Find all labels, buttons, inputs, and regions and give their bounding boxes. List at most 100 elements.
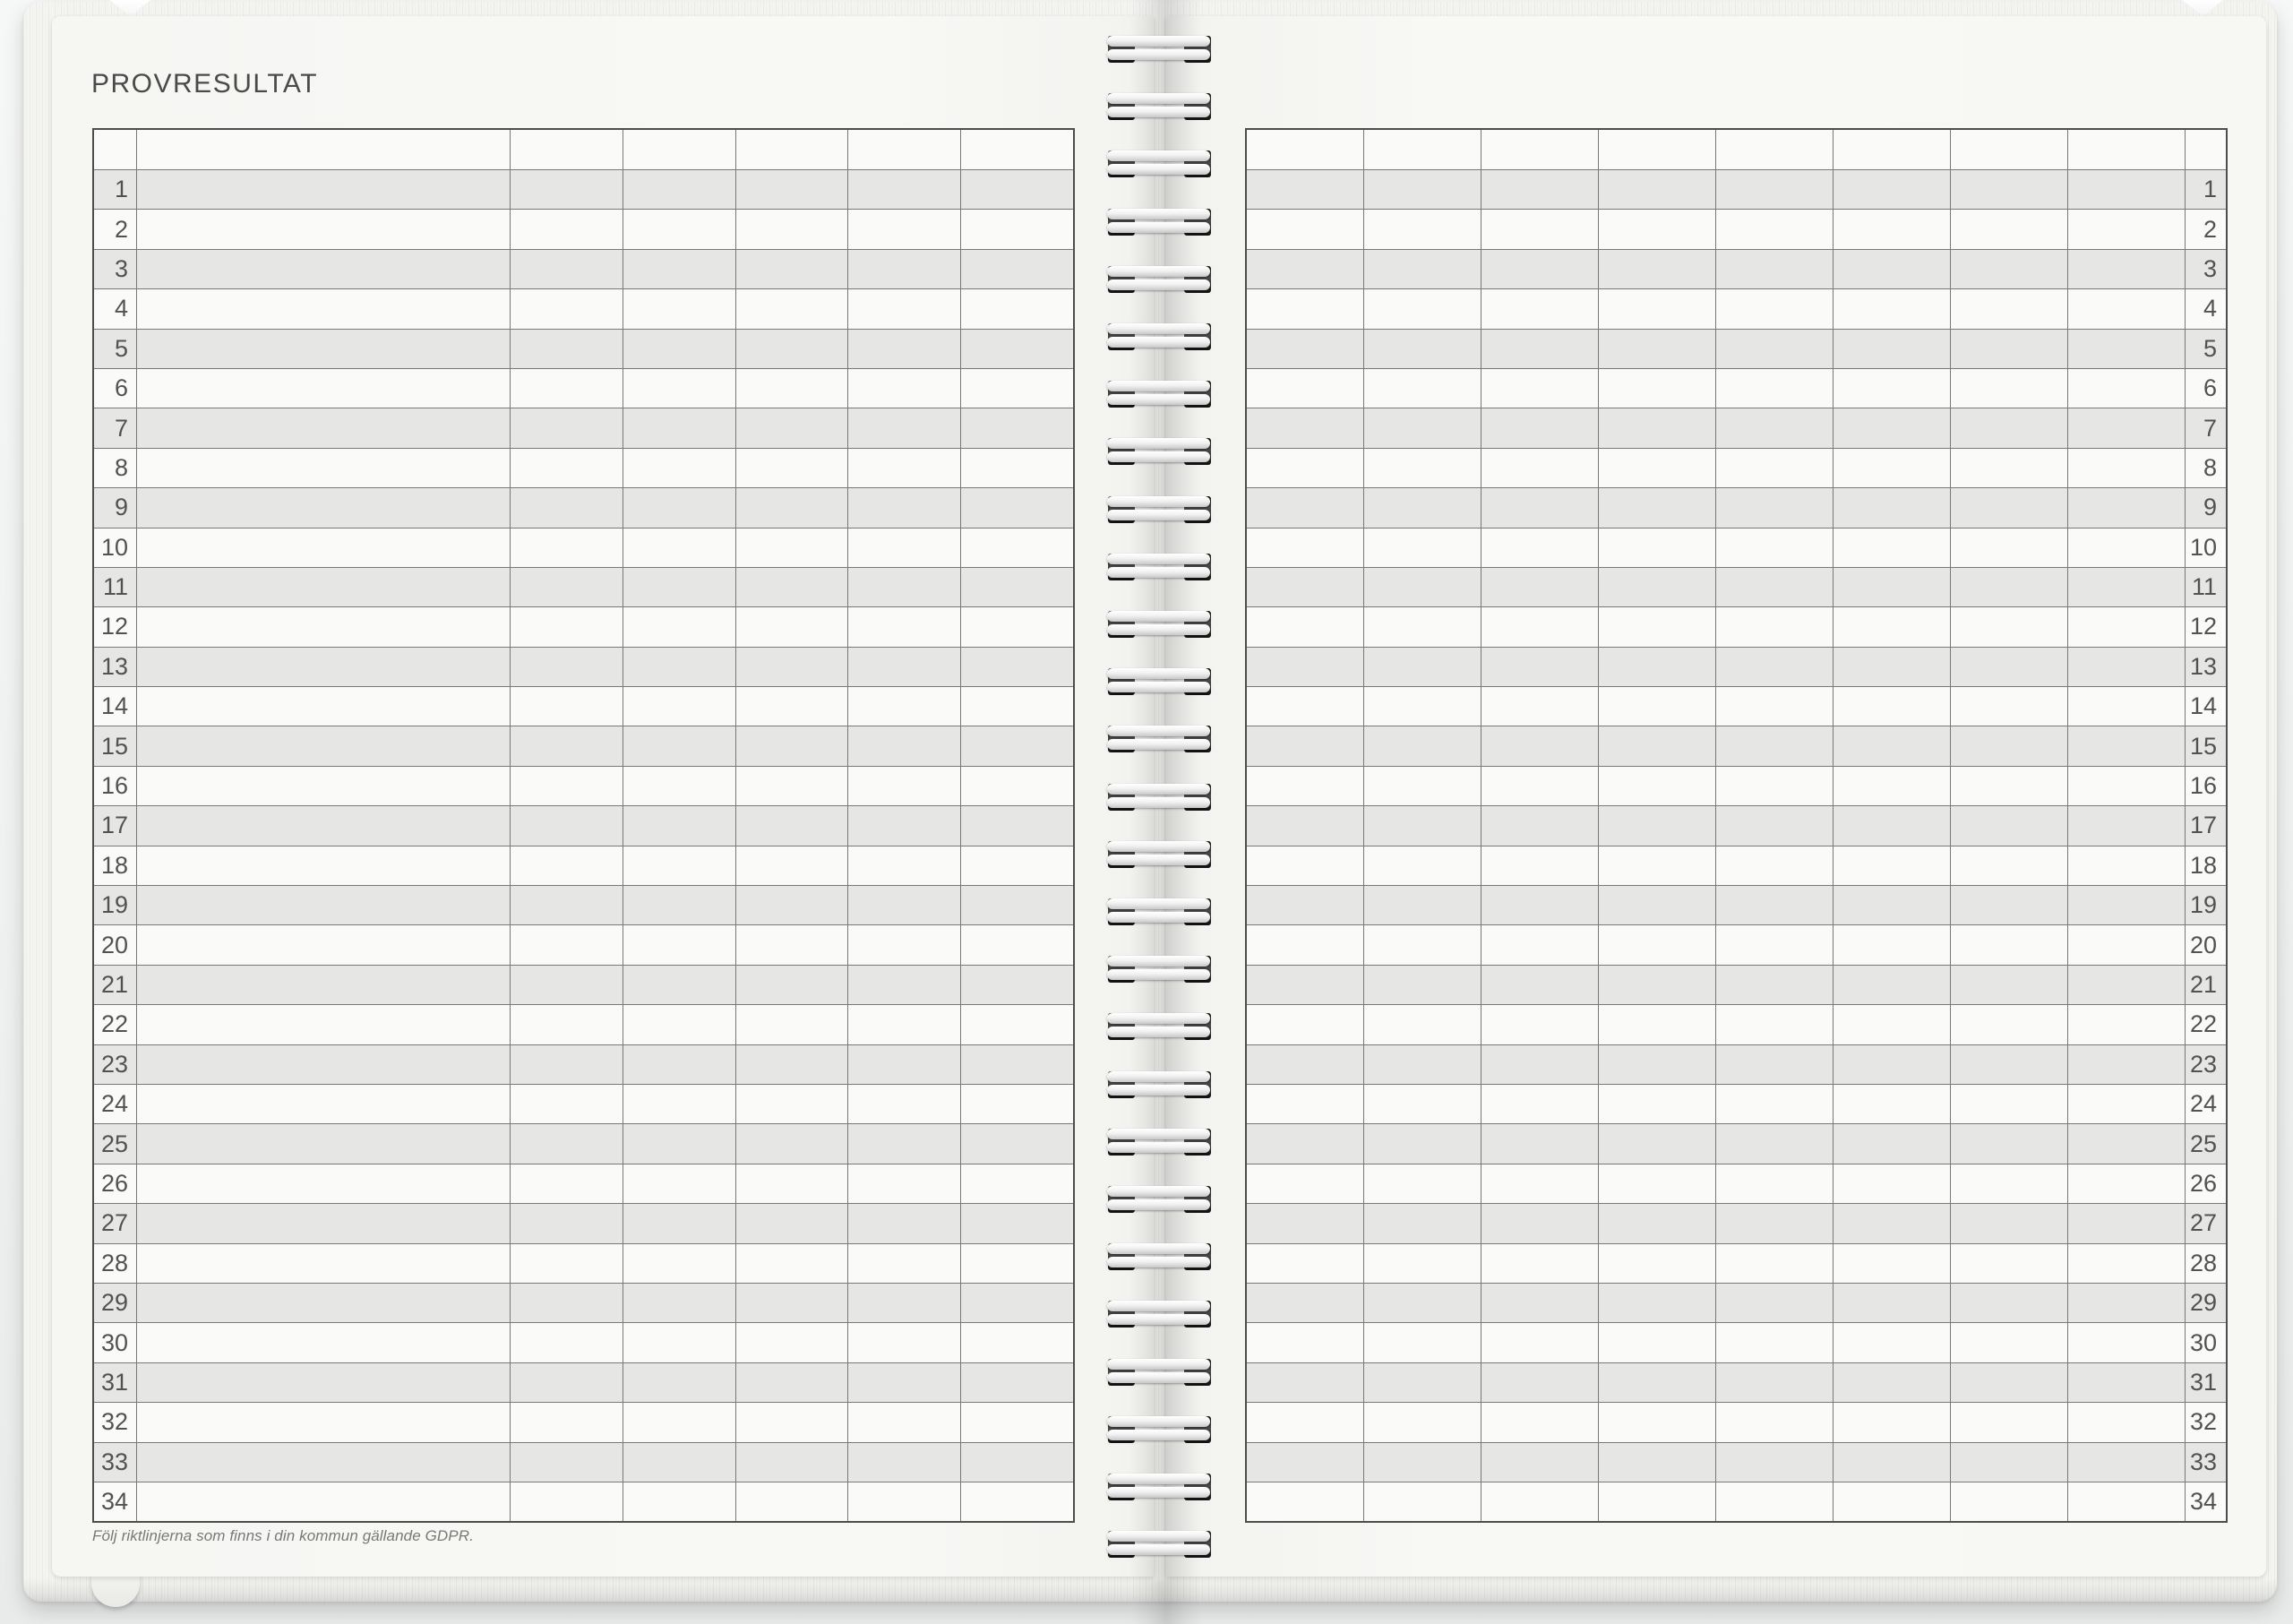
score-cell — [847, 528, 960, 567]
table-row: 31 — [94, 1362, 1073, 1403]
score-cell — [1481, 249, 1598, 289]
row-number-cell: 20 — [100, 931, 128, 958]
row-number-cell: 22 — [2185, 1005, 2226, 1044]
name-cell — [136, 846, 510, 886]
results-table-right: 1 2 3 4 5 6 7 8 9 10 11 12 13 14 15 16 17 18 19 20 21 22 23 24 2… — [1245, 128, 2228, 1524]
score-cell — [734, 528, 848, 567]
score-cell — [1715, 766, 1833, 806]
score-cell — [510, 170, 623, 210]
score-cell — [1833, 806, 1950, 846]
name-cell — [136, 766, 510, 806]
score-cell — [622, 647, 735, 687]
row-number-cell — [94, 130, 136, 169]
score-cell — [510, 1482, 623, 1522]
score-cell — [622, 965, 735, 1005]
score-cell — [2067, 289, 2185, 329]
score-cell — [1950, 965, 2067, 1005]
table-row: 5 — [94, 328, 1073, 368]
score-cell — [1833, 368, 1950, 408]
score-cell — [622, 368, 735, 408]
row-number-cell: 17 — [100, 812, 128, 839]
score-cell — [1950, 846, 2067, 886]
score-cell — [1481, 1243, 1598, 1283]
score-cell — [960, 607, 1073, 647]
score-cell — [1247, 1045, 1363, 1084]
score-cell — [1481, 408, 1598, 448]
score-cell — [622, 289, 735, 329]
score-cell — [1715, 925, 1833, 965]
score-cell — [1481, 886, 1598, 925]
score-cell — [510, 408, 623, 448]
score-cell — [1363, 130, 1481, 169]
score-cell — [1598, 607, 1715, 647]
score-cell — [510, 647, 623, 687]
score-cell — [734, 1084, 848, 1124]
score-cell — [1715, 1323, 1833, 1362]
score-cell — [1247, 449, 1363, 487]
name-cell — [136, 1084, 510, 1124]
name-cell — [136, 607, 510, 647]
score-cell — [1833, 448, 1950, 488]
table-row: 29 — [94, 1282, 1073, 1323]
score-cell — [1598, 647, 1715, 687]
score-cell — [2067, 170, 2185, 210]
score-cell — [1481, 607, 1598, 647]
score-cell — [1247, 846, 1363, 885]
row-number-cell: 12 — [100, 613, 128, 640]
score-cell — [734, 1243, 848, 1283]
row-number-cell: 18 — [100, 851, 128, 879]
name-cell — [136, 965, 510, 1005]
score-cell — [622, 210, 735, 249]
score-cell — [1950, 647, 2067, 687]
name-cell — [136, 1442, 510, 1482]
score-cell — [1481, 488, 1598, 528]
score-cell — [960, 1204, 1073, 1243]
score-cell — [1833, 528, 1950, 567]
score-cell — [510, 210, 623, 249]
score-cell — [622, 1164, 735, 1204]
score-cell — [622, 1084, 735, 1124]
score-cell — [510, 1005, 623, 1044]
score-cell — [960, 1243, 1073, 1283]
score-cell — [734, 130, 848, 169]
gdpr-note: Följ riktlinjerna som finns i din kommun… — [92, 1527, 474, 1544]
score-cell — [734, 647, 848, 687]
score-cell — [1598, 1084, 1715, 1124]
score-cell — [1363, 766, 1481, 806]
score-cell — [1363, 647, 1481, 687]
score-cell — [510, 528, 623, 567]
score-cell — [510, 1164, 623, 1204]
score-cell — [847, 846, 960, 886]
score-cell — [1950, 1204, 2067, 1243]
score-cell — [1833, 1084, 1950, 1124]
score-cell — [1715, 448, 1833, 488]
name-cell — [136, 1323, 510, 1362]
score-cell — [510, 886, 623, 925]
table-row: 27 — [94, 1203, 1073, 1243]
score-cell — [1363, 1442, 1481, 1482]
score-cell — [1363, 1362, 1481, 1403]
score-cell — [1247, 726, 1363, 765]
score-cell — [2067, 687, 2185, 726]
score-cell — [2067, 1362, 2185, 1403]
score-cell — [1247, 767, 1363, 805]
score-cell — [1363, 1403, 1481, 1442]
score-cell — [510, 1283, 623, 1323]
score-cell — [1950, 806, 2067, 846]
score-cell — [1247, 568, 1363, 606]
row-number-cell: 22 — [100, 1010, 128, 1038]
score-cell — [622, 806, 735, 846]
score-cell — [1715, 886, 1833, 925]
score-cell — [1363, 1204, 1481, 1243]
name-cell — [136, 1362, 510, 1403]
score-cell — [1363, 289, 1481, 329]
score-cell — [1833, 1323, 1950, 1362]
score-cell — [1247, 488, 1363, 527]
score-cell — [1247, 250, 1363, 288]
score-cell — [1247, 408, 1363, 447]
score-cell — [1481, 965, 1598, 1005]
name-cell — [136, 1204, 510, 1243]
score-cell — [1247, 1323, 1363, 1362]
score-cell — [510, 249, 623, 289]
score-cell — [1950, 249, 2067, 289]
